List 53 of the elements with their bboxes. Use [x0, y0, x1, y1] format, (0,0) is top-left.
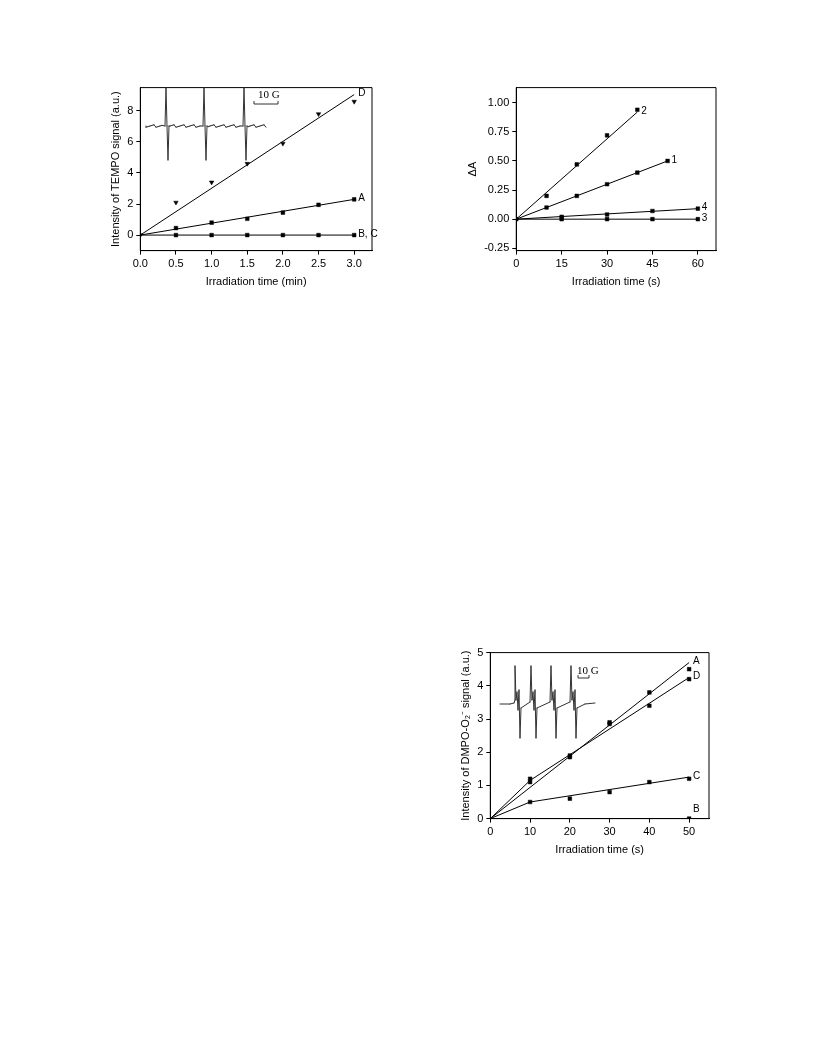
series-label: D	[358, 87, 366, 99]
y-axis-title: ΔA	[465, 161, 478, 177]
y-tick-label: 6	[127, 134, 134, 147]
y-tick-label: 4	[127, 166, 134, 179]
y-tick-label: 1.00	[487, 95, 510, 108]
y-axis-title: Intensity of TEMPO signal (a.u.)	[108, 91, 121, 247]
series-label: A	[358, 192, 366, 204]
x-tick-label: 0.5	[168, 257, 184, 270]
x-tick-label: 45	[646, 257, 659, 270]
x-axis-title: Irradiation time (s)	[571, 275, 661, 288]
y-tick-label: 0.25	[487, 183, 510, 196]
y-tick-label: 0.00	[487, 212, 510, 225]
x-tick-label: 1.0	[203, 257, 220, 270]
y-tick-label: 1	[477, 778, 484, 791]
y-tick-label: 0.50	[487, 153, 510, 166]
y-axis-title: Intensity of DMPO-O₂⁻ signal (a.u.)	[458, 650, 471, 821]
x-tick-label: 0	[513, 257, 520, 270]
y-tick-label: 0	[477, 811, 484, 824]
x-tick-label: 3.0	[346, 257, 362, 270]
annotation: 10 G	[258, 88, 280, 100]
y-tick-label: 2	[127, 197, 134, 210]
series-label: 2	[641, 104, 648, 116]
x-axis-title: Irradiation time (s)	[555, 843, 644, 856]
series-label: A	[693, 655, 701, 667]
x-tick-label: 30	[600, 257, 614, 270]
x-tick-label: 1.5	[239, 257, 255, 270]
x-tick-label: 40	[643, 825, 656, 838]
x-tick-label: 20	[563, 825, 576, 838]
y-tick-label: 8	[127, 103, 134, 116]
series-label: 1	[671, 153, 678, 165]
series-label: B, C	[358, 227, 378, 239]
y-tick-label: 2	[477, 745, 484, 758]
y-tick-label: 0	[127, 228, 134, 241]
series-label: C	[693, 769, 701, 781]
x-tick-label: 2.5	[310, 257, 327, 270]
x-axis-title: Irradiation time (min)	[205, 275, 307, 288]
x-tick-label: 60	[691, 257, 704, 270]
x-tick-label: 15	[555, 257, 568, 270]
y-tick-label: 0.75	[487, 124, 510, 137]
x-tick-label: 0.0	[132, 257, 148, 270]
y-tick-label: 5	[477, 645, 484, 658]
y-tick-label: 4	[477, 678, 484, 691]
annotation: 10 G	[577, 664, 599, 676]
series-label: 4	[701, 201, 708, 213]
x-tick-label: 2.0	[275, 257, 291, 270]
y-tick-label: -0.25	[484, 241, 510, 254]
x-tick-label: 50	[682, 825, 696, 838]
series-label: D	[693, 670, 701, 682]
x-tick-label: 30	[603, 825, 616, 838]
series-label: B	[693, 803, 701, 815]
series-label: 3	[701, 211, 708, 223]
y-tick-label: 3	[477, 712, 484, 725]
x-tick-label: 10	[523, 825, 537, 838]
